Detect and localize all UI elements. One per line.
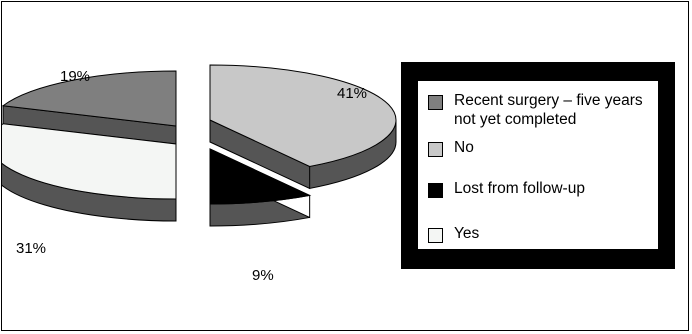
legend-item-recent-surgery: Recent surgery – five years not yet comp… (428, 91, 654, 129)
pie-top-layer (2, 64, 397, 205)
legend-swatch-no (428, 142, 443, 157)
legend-label-recent-surgery: Recent surgery – five years not yet comp… (454, 92, 643, 128)
pie-slice-yes (2, 123, 177, 200)
pie-label-lost-follow-up: 9% (252, 267, 274, 284)
legend-item-yes: Yes (428, 224, 654, 243)
legend-item-no: No (428, 138, 654, 157)
legend-label-yes: Yes (454, 225, 480, 242)
legend-swatch-yes (428, 228, 443, 243)
legend-swatch-recent-surgery (428, 95, 443, 110)
pie-label-yes: 31% (16, 240, 46, 257)
pie-slice-no (209, 64, 397, 167)
pie-slice-recent-surgery (2, 70, 177, 127)
legend-box: Recent surgery – five years not yet comp… (418, 81, 658, 249)
legend-label-no: No (454, 139, 474, 156)
legend: Recent surgery – five years not yet comp… (401, 62, 675, 269)
pie-slice-lost-follow-up (209, 148, 312, 205)
pie-label-no: 41% (337, 85, 367, 102)
legend-swatch-lost-follow-up (428, 183, 443, 198)
pie-label-recent-surgery: 19% (60, 68, 90, 85)
pie-labels-layer: 41% 9% 31% 19% (16, 68, 367, 284)
legend-label-lost-follow-up: Lost from follow-up (454, 180, 585, 197)
legend-item-lost-follow-up: Lost from follow-up (428, 179, 654, 198)
